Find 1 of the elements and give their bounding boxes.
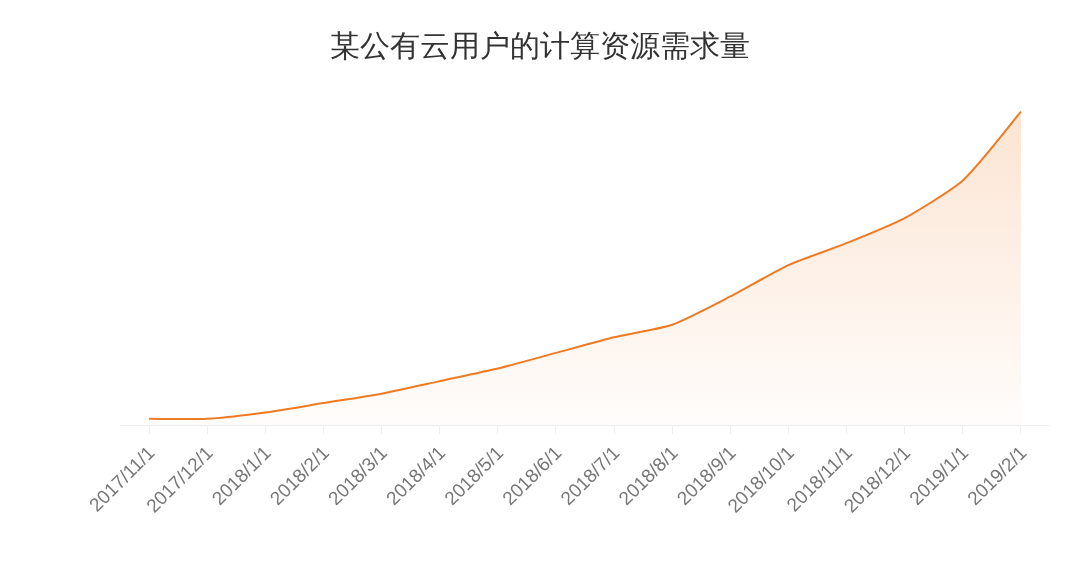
- chart-title: 某公有云用户的计算资源需求量: [330, 28, 750, 62]
